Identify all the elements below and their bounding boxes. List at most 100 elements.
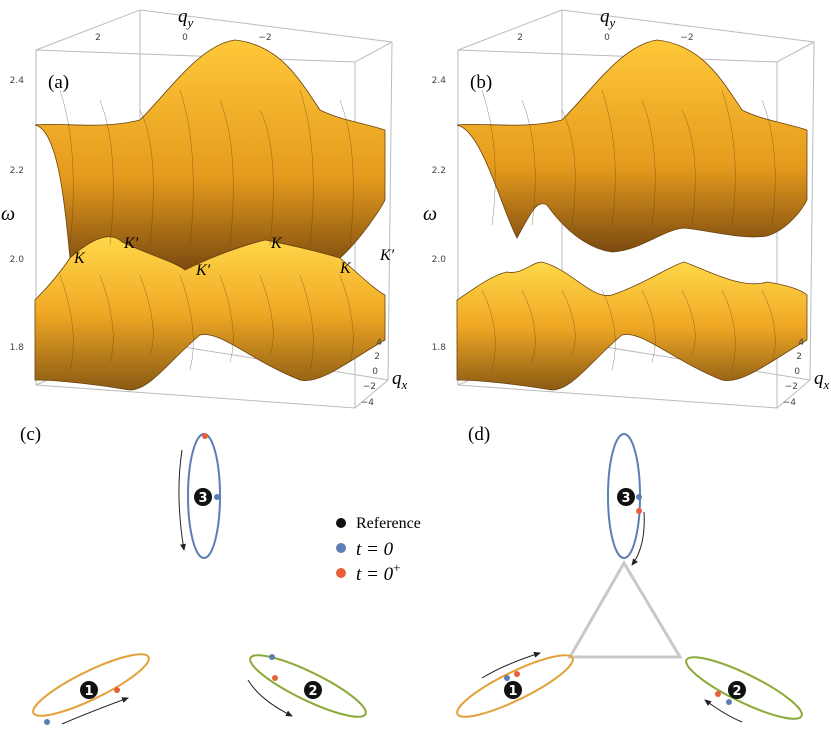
mesh-line (59, 89, 74, 246)
orbit-2 (249, 654, 367, 718)
dot (514, 671, 520, 677)
legend-dot (336, 518, 346, 528)
point-label: K (339, 260, 352, 277)
tick-label: 2.0 (432, 255, 447, 265)
orbit-number: 1 (508, 684, 517, 699)
mesh-line (299, 89, 314, 246)
panel-c: (c) (20, 424, 367, 725)
text: y (608, 15, 616, 30)
arrow (481, 651, 541, 679)
tick-label: 1.8 (10, 343, 25, 353)
legend-dot (336, 568, 346, 578)
axis-label: ω (423, 203, 437, 225)
lower-band (34, 236, 386, 391)
mesh-line (481, 89, 496, 226)
orbit-badge (304, 681, 322, 699)
orbit-badge (728, 681, 746, 699)
mesh-line (59, 274, 74, 371)
tick-label: 2.4 (432, 76, 447, 86)
mesh-line (721, 89, 736, 226)
tick-label: −2 (363, 382, 376, 392)
panel-d: (d) (456, 424, 803, 723)
mesh-line (139, 109, 154, 246)
orbit-2 (685, 656, 803, 720)
upper-band (34, 39, 386, 271)
triangle (567, 560, 683, 659)
tick-label: 2 (517, 33, 523, 43)
dot (44, 719, 50, 725)
orbit-badge (617, 488, 635, 506)
mesh-line (179, 89, 194, 246)
text: q (814, 368, 824, 389)
dot (726, 699, 732, 705)
tick-label: 2 (796, 352, 802, 362)
point-label: K (73, 250, 86, 267)
legend-text: t = 0 (356, 539, 394, 560)
dot (636, 494, 642, 500)
arrow (631, 511, 645, 566)
tick-label: −2 (680, 33, 693, 43)
mesh-line (99, 274, 114, 363)
mesh-line (259, 274, 274, 355)
tick-label: 2.0 (10, 255, 25, 265)
text: t = 0 (356, 564, 394, 585)
panel-label: (c) (20, 424, 41, 445)
orbit-badge (504, 681, 522, 699)
upper-band (456, 39, 808, 253)
tick-label: 2.2 (432, 166, 446, 176)
axis-label: qy (600, 6, 616, 30)
mesh-line (339, 274, 354, 363)
arrow (178, 449, 186, 551)
mesh-line (641, 289, 656, 363)
mesh-line (521, 99, 536, 226)
mesh-line (601, 89, 616, 226)
mesh-line (721, 289, 736, 371)
text: q (600, 6, 610, 27)
orbit-number: 1 (84, 684, 93, 699)
mesh-line (481, 289, 496, 371)
mesh-line (561, 289, 576, 355)
box (457, 9, 815, 409)
orbit-badge (194, 488, 212, 506)
mesh-line (179, 274, 194, 371)
tick-label: 4 (376, 338, 382, 348)
text: x (401, 377, 408, 392)
mesh-line (681, 109, 696, 226)
arrow (247, 679, 293, 717)
mesh-line (601, 289, 616, 371)
orbit-number: 2 (308, 684, 317, 699)
panel-label: (d) (468, 424, 490, 445)
mesh-line (339, 99, 354, 246)
text: + (393, 560, 400, 575)
point-label: K′ (379, 247, 395, 264)
text: q (392, 368, 402, 389)
tick-label: 4 (798, 338, 804, 348)
tick-label: 1.8 (432, 343, 447, 353)
dot (214, 494, 220, 500)
axis-label: qx (814, 368, 830, 392)
tick-label: 2.4 (10, 76, 25, 86)
legend: Reference t = 0 t = 0+ (336, 515, 421, 585)
panel-label: (b) (470, 72, 492, 93)
mesh-line (99, 99, 114, 246)
mesh-line (299, 274, 314, 371)
panel-label: (a) (48, 72, 69, 93)
orbit-badge (80, 681, 98, 699)
orbit-1 (456, 654, 574, 718)
mesh-line (521, 289, 536, 363)
orbit-number: 2 (732, 684, 741, 699)
mesh-line (219, 274, 234, 363)
axis-label: ω (1, 203, 15, 225)
arrow (61, 697, 129, 725)
legend-dot (336, 543, 346, 553)
tick-label: −2 (258, 33, 271, 43)
axis-label: qx (392, 368, 408, 392)
text: x (823, 377, 830, 392)
tick-label: 2 (374, 352, 380, 362)
dot (715, 691, 721, 697)
tick-label: 0 (372, 367, 378, 377)
legend-text: Reference (356, 515, 421, 532)
